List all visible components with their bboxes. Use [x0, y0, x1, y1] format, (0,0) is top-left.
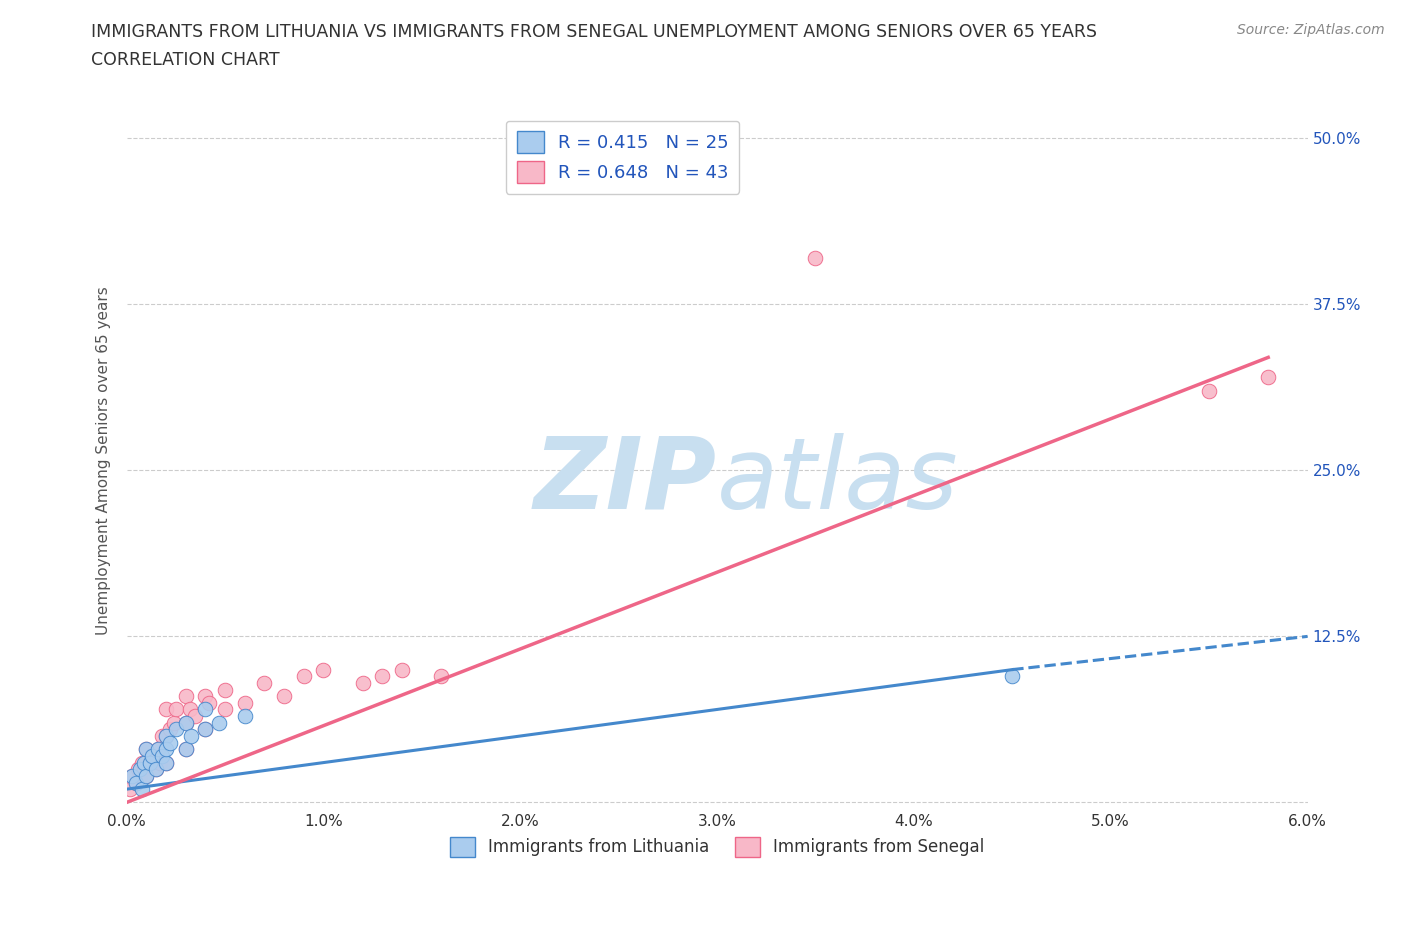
Point: [146, 742, 169, 757]
Point: [155, 728, 177, 743]
Point: [174, 715, 197, 730]
Point: [121, 768, 143, 783]
Point: [145, 762, 167, 777]
Point: [253, 675, 276, 690]
Point: [179, 702, 201, 717]
Point: [430, 669, 453, 684]
Point: [141, 749, 163, 764]
Point: [163, 715, 186, 730]
Point: [165, 722, 187, 737]
Text: IMMIGRANTS FROM LITHUANIA VS IMMIGRANTS FROM SENEGAL UNEMPLOYMENT AMONG SENIORS : IMMIGRANTS FROM LITHUANIA VS IMMIGRANTS …: [91, 23, 1098, 41]
Point: [804, 250, 827, 265]
Point: [1257, 370, 1279, 385]
Point: [208, 715, 231, 730]
Point: [155, 728, 177, 743]
Point: [134, 755, 156, 770]
Point: [150, 728, 173, 743]
Point: [145, 762, 167, 777]
Text: atlas: atlas: [717, 432, 959, 530]
Point: [120, 782, 142, 797]
Point: [194, 702, 217, 717]
Point: [159, 722, 181, 737]
Point: [127, 762, 149, 777]
Point: [139, 755, 162, 770]
Point: [131, 782, 153, 797]
Point: [1198, 383, 1220, 398]
Text: ZIP: ZIP: [534, 432, 717, 530]
Point: [292, 669, 315, 684]
Point: [273, 689, 295, 704]
Point: [214, 702, 236, 717]
Point: [135, 768, 157, 783]
Point: [194, 689, 217, 704]
Point: [159, 736, 181, 751]
Point: [233, 696, 256, 711]
Point: [146, 742, 169, 757]
Point: [194, 722, 217, 737]
Point: [1001, 669, 1024, 684]
Point: [141, 749, 163, 764]
Point: [352, 675, 374, 690]
Point: [198, 696, 221, 711]
Point: [135, 768, 157, 783]
Point: [121, 768, 143, 783]
Point: [233, 709, 256, 724]
Point: [139, 755, 162, 770]
Point: [165, 702, 187, 717]
Point: [150, 749, 173, 764]
Point: [135, 742, 157, 757]
Point: [371, 669, 394, 684]
Point: [134, 762, 156, 777]
Point: [174, 689, 197, 704]
Point: [155, 742, 177, 757]
Point: [129, 762, 152, 777]
Text: CORRELATION CHART: CORRELATION CHART: [91, 51, 280, 69]
Legend: Immigrants from Lithuania, Immigrants from Senegal: Immigrants from Lithuania, Immigrants fr…: [443, 830, 991, 864]
Text: Source: ZipAtlas.com: Source: ZipAtlas.com: [1237, 23, 1385, 37]
Point: [174, 742, 197, 757]
Point: [125, 775, 148, 790]
Point: [129, 768, 152, 783]
Point: [135, 742, 157, 757]
Point: [174, 742, 197, 757]
Point: [131, 755, 153, 770]
Point: [155, 702, 177, 717]
Point: [155, 755, 177, 770]
Point: [184, 709, 207, 724]
Point: [312, 662, 335, 677]
Point: [125, 775, 148, 790]
Point: [214, 682, 236, 697]
Point: [155, 755, 177, 770]
Y-axis label: Unemployment Among Seniors over 65 years: Unemployment Among Seniors over 65 years: [96, 286, 111, 634]
Point: [194, 722, 217, 737]
Point: [174, 715, 197, 730]
Point: [149, 755, 172, 770]
Point: [180, 728, 202, 743]
Point: [391, 662, 413, 677]
